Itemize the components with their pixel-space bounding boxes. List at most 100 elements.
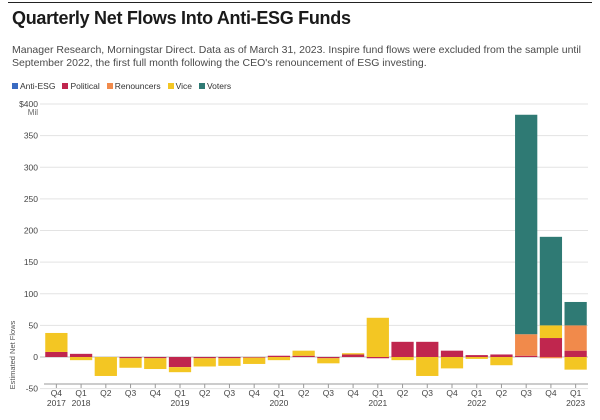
x-tick-label-q3-2020: Q3 — [323, 388, 335, 398]
y-tick-label-100: 100 — [24, 289, 38, 299]
x-tick-label-q2-2018: Q2 — [100, 388, 112, 398]
x-tick-label-q4-2022: Q4 — [545, 388, 557, 398]
x-tick-label-q3-2019: Q3 — [224, 388, 236, 398]
legend-item-renouncers: Renouncers — [106, 81, 161, 91]
bar-vice-q2-2018 — [94, 357, 117, 376]
bar-vice-q3-2018 — [119, 358, 142, 368]
bar-political-q1-2018 — [69, 353, 93, 357]
bar-political-q1-2023 — [564, 350, 587, 357]
bar-renouncers-q4-2022 — [539, 357, 563, 359]
bar-political-q1-2021 — [366, 357, 389, 359]
legend-item-vice: Vice — [167, 81, 192, 91]
x-year-label-2021: 2021 — [368, 398, 387, 408]
x-tick-label-q4-2019: Q4 — [249, 388, 261, 398]
y-tick-label-250: 250 — [24, 194, 38, 204]
bar-political-q4-2021 — [440, 350, 464, 357]
x-tick-label-q1-2018: Q1 — [75, 388, 87, 398]
legend-swatch-anti-esg — [12, 83, 18, 89]
bar-political-q3-2018 — [119, 357, 142, 359]
x-year-label-2023: 2023 — [566, 398, 585, 408]
bar-vice-q2-2020 — [292, 350, 315, 356]
bar-vice-q1-2022 — [465, 357, 488, 359]
bar-political-q3-2021 — [416, 341, 439, 357]
bar-voters-q4-2022 — [539, 236, 563, 326]
bar-political-q1-2020 — [267, 355, 291, 357]
top-rule — [8, 2, 592, 3]
x-tick-label-q2-2021: Q2 — [397, 388, 409, 398]
legend-label-anti-esg: Anti-ESG — [20, 81, 56, 91]
x-tick-label-q2-2019: Q2 — [199, 388, 211, 398]
bar-political-q4-2018 — [144, 357, 167, 359]
bar-vice-q4-2019 — [243, 357, 266, 364]
bar-vice-q1-2021 — [366, 317, 389, 357]
bar-political-q3-2020 — [317, 357, 340, 359]
bar-political-q4-2019 — [243, 357, 266, 358]
bar-vice-q3-2019 — [218, 358, 241, 366]
bar-vice-q3-2021 — [416, 357, 439, 376]
bar-vice-q1-2023 — [564, 357, 587, 370]
bar-vice-q1-2020 — [267, 357, 291, 361]
y-tick-label-350: 350 — [24, 131, 38, 141]
x-tick-label-q1-2023: Q1 — [570, 388, 582, 398]
x-tick-label-q2-2020: Q2 — [298, 388, 310, 398]
bar-political-q4-2020 — [341, 354, 365, 357]
legend-swatch-voters — [198, 83, 205, 89]
bar-vice-q3-2020 — [317, 358, 340, 364]
bar-vice-q4-2022 — [539, 325, 563, 339]
x-tick-label-q4-2018: Q4 — [150, 388, 162, 398]
x-year-label-2020: 2020 — [269, 398, 288, 408]
legend: Anti-ESG Political Renouncers Vice Voter… — [12, 81, 231, 91]
legend-swatch-vice — [167, 83, 174, 89]
chart-subtitle: Manager Research, Morningstar Direct. Da… — [12, 44, 582, 69]
x-tick-label-q3-2021: Q3 — [422, 388, 434, 398]
bar-vice-q2-2019 — [193, 358, 216, 367]
x-tick-label-q4-2021: Q4 — [446, 388, 458, 398]
y-tick-label-0: 0 — [33, 352, 38, 362]
bar-voters-q1-2023 — [564, 301, 587, 326]
y-tick-label-neg50: -50 — [26, 384, 39, 394]
y-tick-label-150: 150 — [24, 257, 38, 267]
bar-renouncers-q1-2023 — [564, 325, 587, 351]
legend-swatch-renouncers — [106, 83, 113, 89]
x-year-label-2019: 2019 — [171, 398, 190, 408]
legend-item-anti-esg: Anti-ESG — [12, 81, 55, 91]
x-tick-label-q1-2022: Q1 — [471, 388, 483, 398]
x-tick-label-q3-2018: Q3 — [125, 388, 137, 398]
bar-vice-q2-2021 — [391, 357, 414, 361]
y-tick-label-200: 200 — [24, 226, 38, 236]
x-tick-label-q1-2019: Q1 — [174, 388, 186, 398]
bar-political-q3-2019 — [218, 357, 241, 359]
bar-political-q2-2020 — [292, 355, 315, 357]
legend-swatch-political — [62, 83, 69, 89]
bar-voters-q3-2022 — [515, 114, 538, 335]
bar-political-q4-2022 — [539, 338, 563, 357]
x-year-label-2022: 2022 — [467, 398, 486, 408]
x-tick-label-q4-2020: Q4 — [347, 388, 359, 398]
legend-label-political: Political — [70, 81, 100, 91]
bar-vice-q1-2019 — [168, 367, 192, 373]
bar-political-q2-2021 — [391, 341, 414, 357]
y-tick-label-400: $400 — [19, 99, 38, 109]
bar-renouncers-q3-2022 — [515, 334, 538, 356]
bar-political-q2-2019 — [193, 357, 216, 359]
bar-political-q3-2022 — [515, 355, 538, 357]
bar-vice-q4-2018 — [144, 358, 167, 370]
bar-vice-q2-2022 — [490, 357, 513, 366]
y-tick-label-50: 50 — [29, 320, 39, 330]
x-tick-label-q2-2022: Q2 — [496, 388, 508, 398]
bar-vice-q4-2020 — [341, 353, 365, 355]
y-unit-label: Mil — [28, 108, 38, 117]
x-year-label-2017: 2017 — [47, 398, 66, 408]
bar-vice-q1-2018 — [69, 357, 93, 361]
legend-label-renouncers: Renouncers — [114, 81, 161, 91]
x-tick-label-q1-2021: Q1 — [372, 388, 384, 398]
legend-label-vice: Vice — [175, 81, 192, 91]
legend-label-voters: Voters — [206, 81, 232, 91]
x-tick-label-q1-2020: Q1 — [273, 388, 285, 398]
bar-political-q1-2019 — [168, 357, 192, 368]
legend-item-political: Political — [62, 81, 100, 91]
legend-item-voters: Voters — [198, 81, 232, 91]
x-tick-label-q4-2017: Q4 — [51, 388, 63, 398]
x-year-label-2018: 2018 — [72, 398, 91, 408]
